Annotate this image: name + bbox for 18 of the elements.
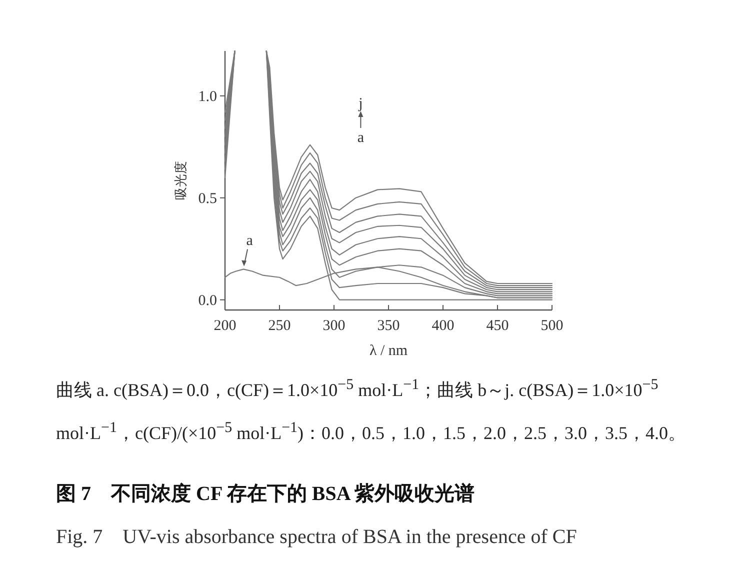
x-tick-label: 500 (540, 318, 564, 334)
x-tick-label: 250 (268, 318, 291, 334)
y-axis-title: 吸光度 (173, 161, 188, 200)
x-axis-title: λ / nm (369, 343, 408, 359)
text: Fig. 7 UV-vis absorbance spectra of BSA in the presence of CF (56, 525, 577, 550)
x-tick-label: 300 (322, 318, 346, 334)
x-tick-label: 400 (432, 318, 454, 334)
y-tick-label: 0.0 (198, 292, 217, 309)
x-tick-label: 200 (214, 318, 236, 334)
annotation: a (246, 233, 254, 250)
x-tick-label: 350 (377, 318, 400, 334)
text: 曲线 a. c(BSA)＝0.0，c(CF)＝1.0×10$^{−5}$ mol·L$^{−1}$；曲线 b～j. c(BSA)＝1.0×10$^{−5}$ mol·L$^{−1}$，c(CF)/(×10$^{−5}$ mol·L$^{−1}$)：0.0，0.5，1.0，1.5，2.0，2.5，3.0，3.5，4.0。 (56, 377, 686, 443)
x-tick-label: 450 (486, 318, 509, 334)
text: 图 7 不同浓度 CF 存在下的 BSA 紫外吸收光谱 (56, 482, 475, 507)
y-tick-label: 1.0 (198, 88, 217, 105)
annotation: j (358, 96, 363, 112)
annotation: a (357, 130, 364, 146)
y-tick-label: 0.5 (198, 190, 217, 207)
